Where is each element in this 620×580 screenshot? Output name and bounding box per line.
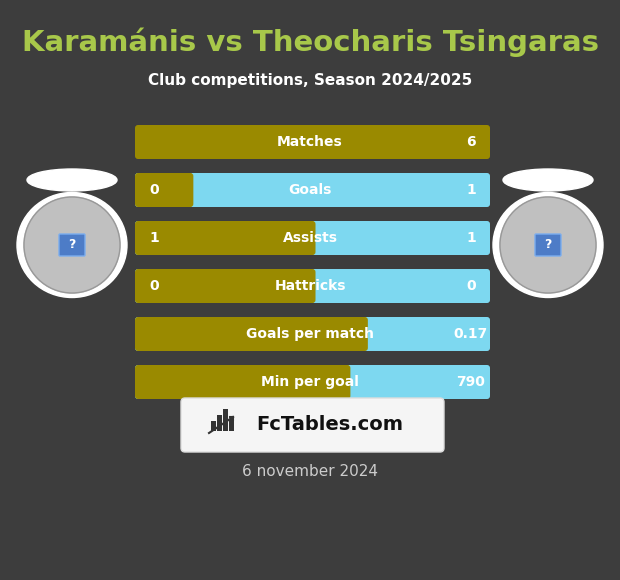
FancyBboxPatch shape: [135, 317, 490, 351]
Text: Goals: Goals: [288, 183, 332, 197]
Text: 790: 790: [456, 375, 485, 389]
Text: 0: 0: [149, 183, 159, 197]
Text: Club competitions, Season 2024/2025: Club competitions, Season 2024/2025: [148, 72, 472, 88]
Bar: [184, 176, 190, 204]
Ellipse shape: [493, 193, 603, 298]
Bar: [223, 409, 228, 431]
FancyBboxPatch shape: [135, 173, 490, 207]
Text: 1: 1: [466, 231, 476, 245]
FancyBboxPatch shape: [59, 234, 85, 256]
Text: 0.17: 0.17: [454, 327, 488, 341]
Bar: [211, 421, 216, 431]
Bar: [306, 224, 312, 252]
Text: Karamánis vs Theocharis Tsingaras: Karamánis vs Theocharis Tsingaras: [22, 27, 598, 57]
FancyBboxPatch shape: [135, 317, 368, 351]
Text: 0: 0: [466, 279, 476, 293]
Ellipse shape: [503, 169, 593, 191]
Text: 1: 1: [466, 183, 476, 197]
Bar: [342, 368, 347, 396]
Circle shape: [24, 197, 120, 293]
Bar: [306, 272, 312, 300]
Text: ?: ?: [544, 238, 552, 252]
FancyBboxPatch shape: [135, 365, 490, 399]
Text: 1: 1: [149, 231, 159, 245]
Text: Assists: Assists: [283, 231, 337, 245]
FancyBboxPatch shape: [135, 125, 490, 159]
FancyBboxPatch shape: [135, 173, 193, 207]
Text: Goals per match: Goals per match: [246, 327, 374, 341]
FancyBboxPatch shape: [135, 269, 316, 303]
Text: Matches: Matches: [277, 135, 343, 149]
Text: 0: 0: [149, 279, 159, 293]
FancyBboxPatch shape: [535, 234, 561, 256]
Text: 6: 6: [466, 135, 476, 149]
FancyBboxPatch shape: [135, 365, 350, 399]
Ellipse shape: [27, 169, 117, 191]
Text: Hattricks: Hattricks: [274, 279, 346, 293]
Text: ?: ?: [68, 238, 76, 252]
FancyBboxPatch shape: [181, 398, 444, 452]
Text: Min per goal: Min per goal: [261, 375, 359, 389]
Text: 6 november 2024: 6 november 2024: [242, 465, 378, 480]
Bar: [217, 415, 222, 431]
Text: FcTables.com: FcTables.com: [257, 415, 404, 434]
Ellipse shape: [17, 193, 127, 298]
Bar: [359, 320, 365, 348]
Bar: [229, 419, 234, 431]
Circle shape: [500, 197, 596, 293]
FancyBboxPatch shape: [135, 269, 490, 303]
FancyBboxPatch shape: [135, 221, 490, 255]
FancyBboxPatch shape: [135, 221, 316, 255]
